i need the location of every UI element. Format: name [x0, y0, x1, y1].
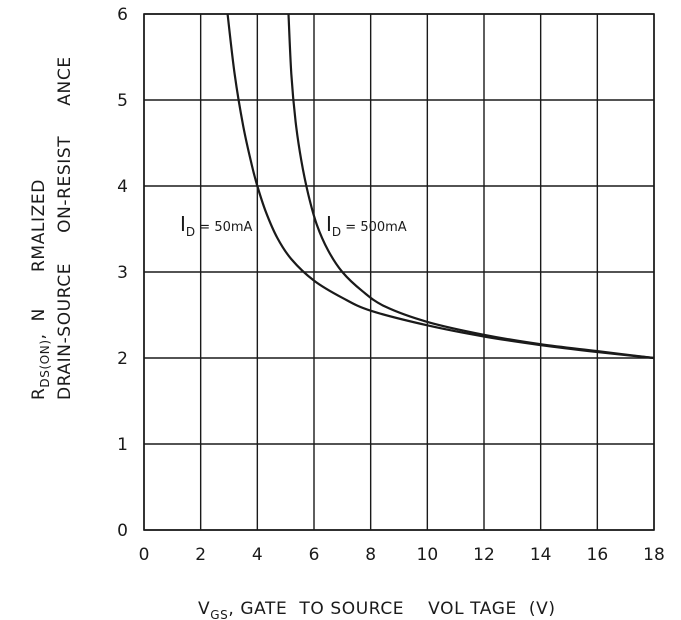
- series-line-1: [287, 13, 655, 360]
- x-tick-labels: 0 2 4 6 8 10 12 14 16 18: [139, 545, 665, 565]
- x-tick-label-2: 4: [252, 545, 263, 565]
- y-tick-label-2: 2: [117, 349, 128, 369]
- y-axis-title-line1: RDS(ON), N RMALIZED: [29, 179, 52, 400]
- y-axis-title: RDS(ON), N RMALIZED DRAIN-SOURCE ON-RESI…: [29, 56, 75, 400]
- x-tick-label-1: 2: [195, 545, 206, 565]
- series-label-500ma-main: I: [326, 212, 332, 236]
- y-tick-label-5: 5: [117, 91, 128, 111]
- grid: [143, 13, 655, 531]
- x-axis-title-sub: GS: [210, 608, 228, 620]
- y-tick-label-3: 3: [117, 263, 128, 283]
- curves: [226, 13, 655, 360]
- x-tick-label-5: 10: [417, 545, 439, 565]
- series-label-500ma: ID = 500mA: [326, 212, 407, 239]
- x-tick-label-3: 6: [309, 545, 320, 565]
- x-tick-label-0: 0: [139, 545, 150, 565]
- x-tick-label-9: 18: [643, 545, 665, 565]
- x-tick-label-7: 14: [530, 545, 552, 565]
- series-label-50ma: ID = 50mA: [180, 212, 253, 239]
- y-tick-label-6: 6: [117, 5, 128, 25]
- y-tick-label-1: 1: [117, 435, 128, 455]
- y-axis-title-line2: DRAIN-SOURCE ON-RESIST ANCE: [55, 56, 75, 400]
- series-label-50ma-main: I: [180, 212, 186, 236]
- series-label-500ma-rest: = 500mA: [341, 220, 407, 235]
- x-tick-label-8: 16: [587, 545, 609, 565]
- plot-frame: [143, 13, 655, 531]
- y-axis-title-line1-sub: DS(ON): [38, 339, 52, 387]
- y-tick-label-0: 0: [117, 521, 128, 541]
- x-axis-title-rest: , GATE TO SOURCE VOL TAGE (V): [228, 599, 555, 619]
- x-tick-label-6: 12: [473, 545, 495, 565]
- y-axis-title-line1-main: R: [29, 388, 49, 400]
- series-label-50ma-sub: D: [186, 225, 195, 239]
- y-tick-label-4: 4: [117, 177, 128, 197]
- y-tick-labels: 0 1 2 3 4 5 6: [117, 5, 128, 541]
- x-tick-label-4: 8: [365, 545, 376, 565]
- x-axis-title: VGS, GATE TO SOURCE VOL TAGE (V): [198, 599, 556, 620]
- x-axis-title-main: V: [198, 599, 210, 619]
- y-axis-title-line1-rest: , N RMALIZED: [29, 179, 49, 339]
- series-label-500ma-sub: D: [332, 225, 341, 239]
- series-line-0: [226, 13, 655, 360]
- series-label-50ma-rest: = 50mA: [195, 220, 252, 235]
